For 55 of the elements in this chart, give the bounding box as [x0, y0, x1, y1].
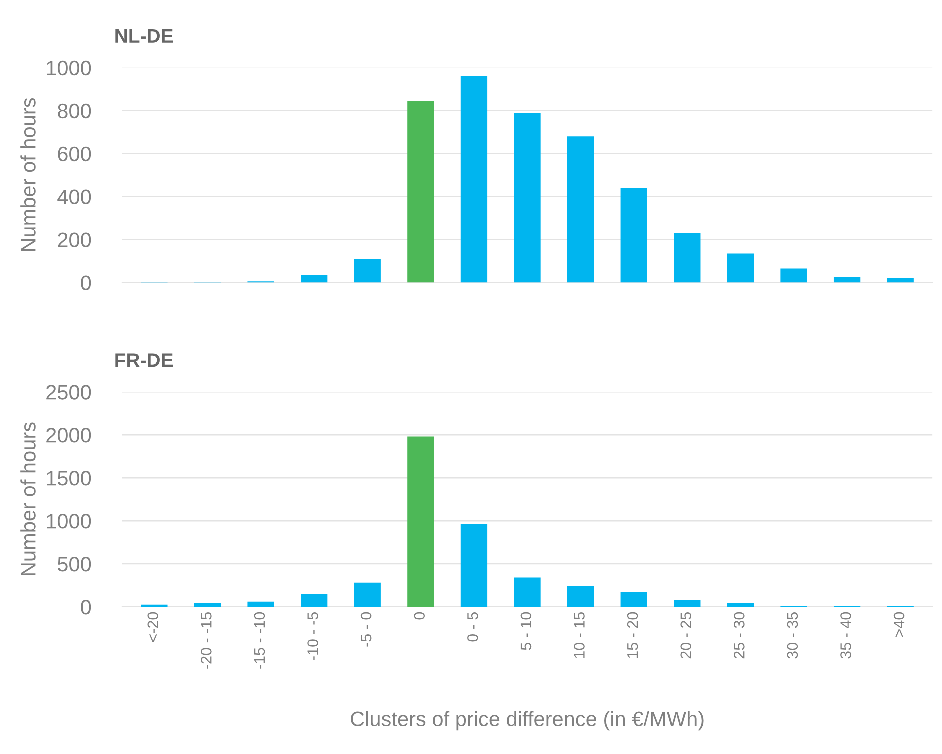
y-tick-label: 1000 [47, 60, 92, 76]
bar [354, 582, 381, 607]
y-tick-label: 1000 [47, 514, 92, 529]
y-axis-title: Number of hours [20, 422, 36, 576]
y-tick-label: 500 [58, 556, 92, 572]
bar [887, 278, 914, 283]
y-tick-label: 2500 [46, 385, 92, 400]
bar [301, 275, 328, 283]
bar [834, 277, 861, 283]
x-tick-label: -15 - -10 [254, 612, 266, 669]
bar [780, 268, 808, 283]
bar [408, 101, 434, 283]
y-axis-title: Number of hours [20, 98, 36, 252]
bar [727, 254, 754, 283]
chart-title: NL-DE [116, 29, 174, 43]
x-tick-label: 25 - 30 [734, 612, 745, 659]
bar [460, 524, 488, 607]
y-tick-label: 200 [58, 232, 92, 248]
x-tick-label: >40 [894, 612, 905, 637]
bar [674, 600, 701, 607]
x-tick-label: <-20 [148, 612, 159, 642]
y-tick-label: 400 [58, 190, 92, 205]
bar [567, 586, 594, 607]
x-tick-label: 0 - 5 [468, 612, 478, 642]
bar [514, 578, 541, 607]
y-tick-label: 0 [81, 600, 92, 615]
chart-title: FR-DE [116, 354, 174, 368]
bar [408, 436, 434, 607]
x-tick-label: 30 - 35 [787, 612, 798, 659]
x-tick-label: 5 - 10 [520, 612, 532, 650]
y-tick-label: 1500 [47, 471, 92, 486]
bar [301, 594, 328, 607]
bar [567, 136, 594, 283]
x-tick-label: -10 - -5 [308, 612, 318, 660]
x-tick-label: 10 - 15 [574, 612, 585, 658]
x-tick-label: 20 - 25 [680, 612, 692, 659]
y-tick-label: 2000 [46, 428, 92, 443]
bar [194, 604, 222, 607]
bar [354, 259, 381, 283]
y-tick-label: 800 [58, 104, 92, 119]
x-tick-label: -20 - -15 [201, 612, 212, 669]
bar [460, 76, 488, 283]
x-tick-label: 0 [414, 612, 426, 620]
bar [620, 592, 648, 607]
y-tick-label: 600 [58, 146, 92, 162]
bar [620, 188, 648, 283]
bar [727, 604, 754, 607]
y-tick-label: 0 [81, 276, 92, 291]
x-tick-label: 35 - 40 [840, 612, 852, 659]
bar [674, 233, 701, 283]
x-tick-label: 15 - 20 [627, 612, 638, 658]
bar [514, 112, 541, 283]
bar [248, 602, 274, 607]
x-tick-label: -5 - 0 [360, 612, 372, 647]
x-axis-title: Clusters of price difference (in €/MWh) [351, 711, 704, 731]
